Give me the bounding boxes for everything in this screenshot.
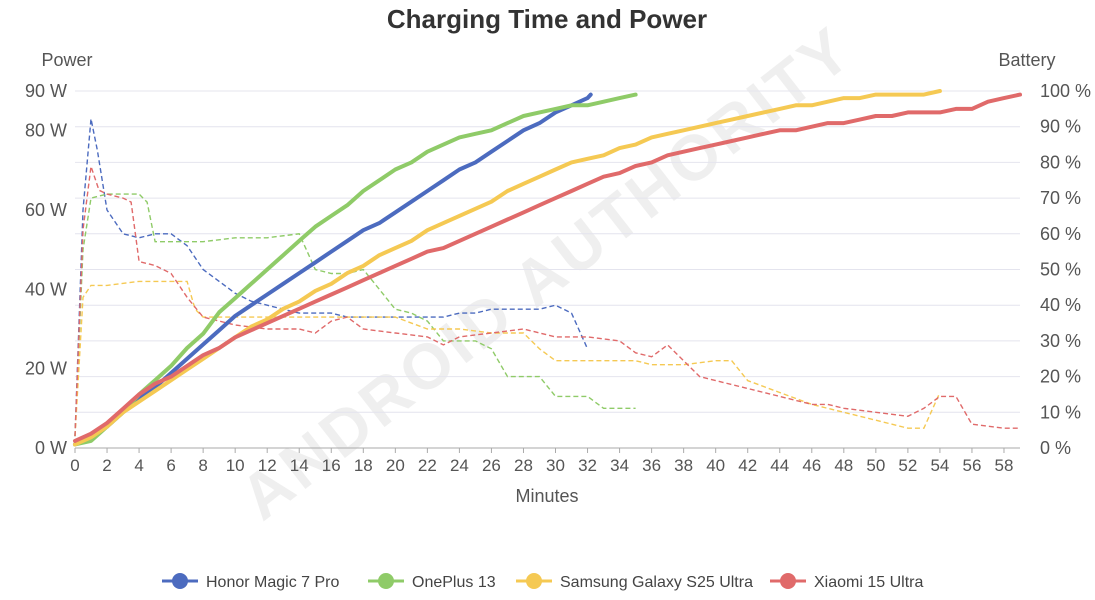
x-tick-label: 38 (674, 456, 693, 475)
x-axis-title: Minutes (515, 486, 578, 506)
right-tick-label: 60 % (1040, 224, 1081, 244)
left-axis-ticks: 0 W 20 W 40 W 60 W 80 W 90 W (25, 81, 67, 458)
x-tick-label: 4 (134, 456, 143, 475)
legend: Honor Magic 7 Pro OnePlus 13 Samsung Galax… (162, 573, 923, 591)
x-tick-label: 58 (995, 456, 1014, 475)
x-tick-label: 6 (166, 456, 175, 475)
x-tick-label: 34 (610, 456, 629, 475)
left-tick-label: 90 W (25, 81, 67, 101)
right-axis-title: Battery (998, 50, 1055, 70)
right-tick-label: 100 % (1040, 81, 1091, 101)
legend-marker-0 (172, 573, 188, 589)
left-tick-label: 0 W (35, 438, 67, 458)
power-series (74, 118, 1020, 437)
x-tick-label: 50 (866, 456, 885, 475)
legend-marker-3 (780, 573, 796, 589)
x-tick-label: 24 (450, 456, 469, 475)
power-line-series-1 (74, 193, 636, 437)
x-tick-label: 52 (898, 456, 917, 475)
x-tick-label: 54 (930, 456, 949, 475)
left-tick-label: 20 W (25, 359, 67, 379)
x-axis-ticks: 0 2 4 6 8 10 12 14 16 18 20 22 24 26 28 30 32 34 36 38 40 42 4… (70, 448, 1013, 475)
power-line-series-0 (74, 118, 589, 437)
right-tick-label: 70 % (1040, 188, 1081, 208)
x-tick-label: 14 (290, 456, 309, 475)
gridlines (75, 90, 1020, 449)
battery-line-series-1 (73, 92, 638, 447)
right-tick-label: 80 % (1040, 152, 1081, 172)
power-line-series-3 (74, 166, 1020, 437)
x-tick-label: 12 (258, 456, 277, 475)
x-tick-label: 8 (198, 456, 207, 475)
x-tick-label: 20 (386, 456, 405, 475)
x-tick-label: 36 (642, 456, 661, 475)
right-tick-label: 10 % (1040, 402, 1081, 422)
right-tick-label: 40 % (1040, 295, 1081, 315)
legend-label-3: Xiaomi 15 Ultra (814, 574, 923, 591)
right-tick-label: 0 % (1040, 438, 1071, 458)
x-tick-label: 46 (802, 456, 821, 475)
right-tick-label: 50 % (1040, 260, 1081, 280)
power-line-series-2 (74, 280, 941, 437)
legend-label-1: OnePlus 13 (412, 574, 496, 591)
legend-marker-2 (526, 573, 542, 589)
x-tick-label: 10 (226, 456, 245, 475)
right-tick-label: 90 % (1040, 117, 1081, 137)
x-tick-label: 0 (70, 456, 79, 475)
chart-title: Charging Time and Power (387, 4, 707, 34)
left-axis-title: Power (41, 50, 92, 70)
x-tick-label: 26 (482, 456, 501, 475)
right-axis-ticks: 0 % 10 % 20 % 30 % 40 % 50 % 60 % 70 % 80 % 90 % 1… (1040, 81, 1091, 458)
legend-marker-1 (378, 573, 394, 589)
x-tick-label: 30 (546, 456, 565, 475)
battery-line-series-3 (73, 92, 1022, 443)
x-tick-label: 18 (354, 456, 373, 475)
battery-series (73, 89, 1022, 447)
x-tick-label: 40 (706, 456, 725, 475)
x-tick-label: 44 (770, 456, 789, 475)
x-tick-label: 48 (834, 456, 853, 475)
right-tick-label: 30 % (1040, 331, 1081, 351)
x-tick-label: 22 (418, 456, 437, 475)
right-tick-label: 20 % (1040, 367, 1081, 387)
x-tick-label: 2 (102, 456, 111, 475)
x-tick-label: 42 (738, 456, 757, 475)
left-tick-label: 40 W (25, 279, 67, 299)
legend-label-0: Honor Magic 7 Pro (206, 574, 339, 591)
x-tick-label: 16 (322, 456, 341, 475)
x-tick-label: 28 (514, 456, 533, 475)
x-tick-label: 32 (578, 456, 597, 475)
x-tick-label: 56 (962, 456, 981, 475)
legend-label-2: Samsung Galaxy S25 Ultra (560, 574, 753, 591)
left-tick-label: 60 W (25, 200, 67, 220)
left-tick-label: 80 W (25, 121, 67, 141)
